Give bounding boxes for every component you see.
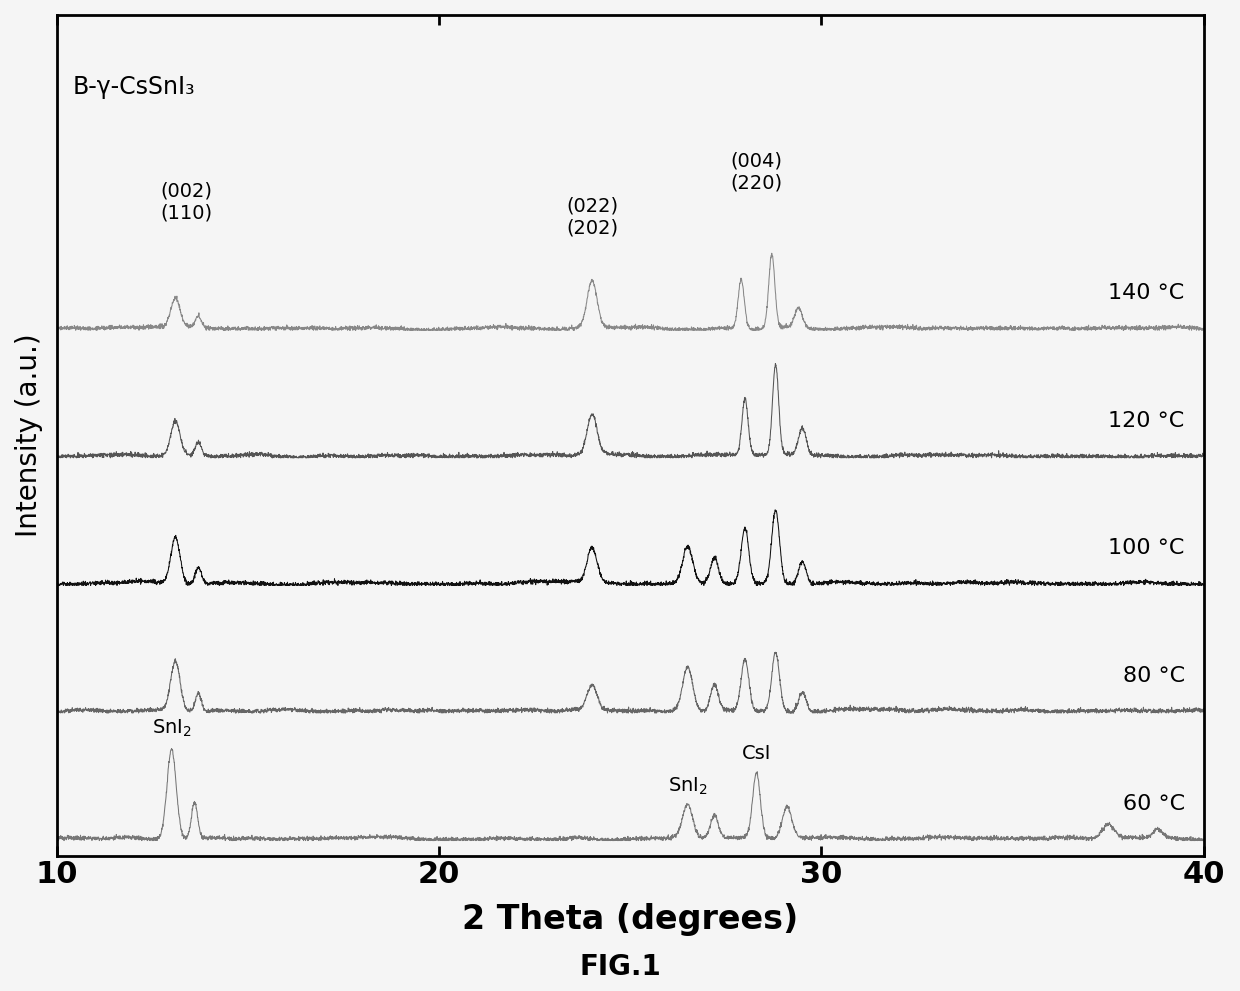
Text: (004)
(220): (004) (220) [730, 152, 782, 192]
Text: CsI: CsI [742, 744, 771, 763]
Text: 140 °C: 140 °C [1109, 283, 1184, 303]
Text: 100 °C: 100 °C [1109, 538, 1184, 558]
Text: B-γ-CsSnI₃: B-γ-CsSnI₃ [72, 75, 195, 99]
Text: FIG.1: FIG.1 [579, 953, 661, 981]
Text: 80 °C: 80 °C [1122, 666, 1184, 686]
Text: SnI$_2$: SnI$_2$ [667, 776, 708, 797]
Text: 120 °C: 120 °C [1109, 411, 1184, 431]
Text: (002)
(110): (002) (110) [161, 181, 213, 222]
Text: SnI$_2$: SnI$_2$ [151, 717, 191, 738]
X-axis label: 2 Theta (degrees): 2 Theta (degrees) [463, 904, 799, 936]
Y-axis label: Intensity (a.u.): Intensity (a.u.) [15, 334, 43, 537]
Text: 60 °C: 60 °C [1122, 794, 1184, 814]
Text: (022)
(202): (022) (202) [565, 196, 619, 237]
